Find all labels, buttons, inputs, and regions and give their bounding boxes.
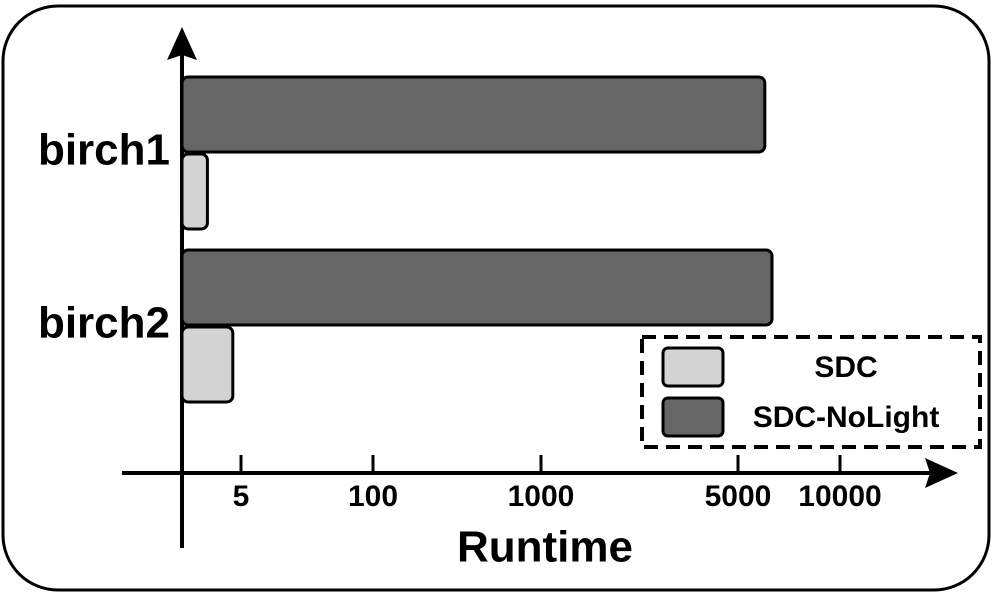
x-axis-label: Runtime <box>457 523 633 572</box>
legend-box <box>640 335 982 449</box>
y-tick-label: birch1 <box>38 126 170 175</box>
bar <box>180 248 774 327</box>
x-tick-label: 100 <box>348 480 398 513</box>
legend-label: SDC-NoLight <box>753 401 940 434</box>
legend-swatch <box>661 346 725 388</box>
y-axis-arrow <box>167 27 197 60</box>
bar <box>180 152 209 231</box>
x-tick-label: 10000 <box>798 480 881 513</box>
y-tick-label: birch2 <box>38 299 170 348</box>
bar <box>180 325 235 404</box>
x-tick-label: 5000 <box>705 480 772 513</box>
legend-swatch <box>661 396 725 438</box>
bar <box>180 75 767 154</box>
legend-label: SDC <box>814 351 877 384</box>
x-tick-label: 1000 <box>508 480 575 513</box>
x-axis-arrow <box>925 458 958 488</box>
x-tick-label: 5 <box>233 480 250 513</box>
